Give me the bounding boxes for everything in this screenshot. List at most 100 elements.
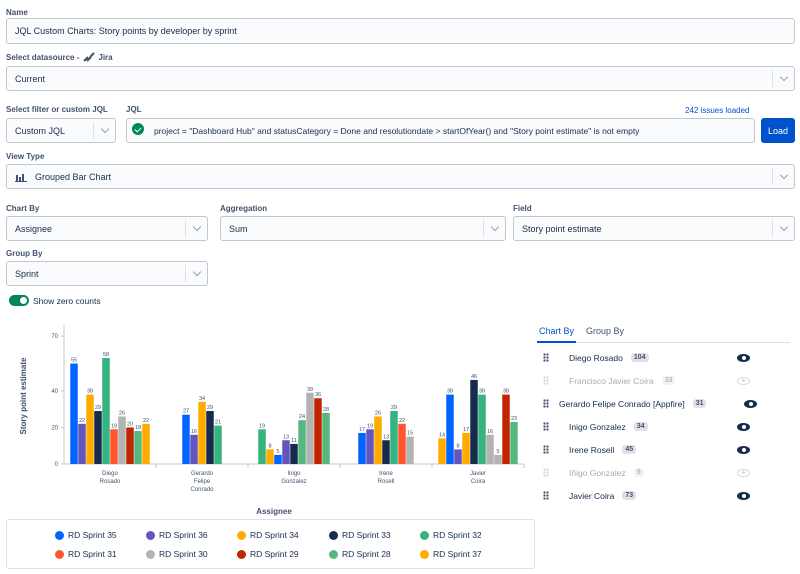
chartby-select[interactable]: Assignee [6, 216, 208, 241]
viewtype-label: View Type [6, 152, 45, 161]
aggregation-select[interactable]: Sum [220, 216, 506, 241]
assignee-row[interactable]: Inigo Gonzalez 34 [537, 415, 790, 438]
legend-item[interactable]: RD Sprint 28 [329, 549, 391, 559]
bar-value-label: 26 [119, 411, 125, 417]
viewtype-dropdown[interactable] [772, 168, 794, 185]
eye-icon[interactable] [737, 491, 750, 500]
x-tick-label: Rosell [378, 479, 395, 485]
y-axis-title: Story point estimate [19, 357, 28, 434]
legend-swatch [55, 549, 64, 559]
legend-swatch [55, 530, 64, 540]
y-tick-label: 20 [51, 425, 58, 431]
legend-item[interactable]: RD Sprint 31 [55, 549, 117, 559]
bar-value-label: 24 [299, 414, 305, 420]
bar [494, 454, 502, 464]
drag-handle-icon[interactable] [543, 445, 549, 454]
name-input[interactable]: JQL Custom Charts: Story points by devel… [6, 18, 795, 44]
assignee-row[interactable]: Diego Rosado 104 [537, 346, 790, 369]
bar-value-label: 29 [391, 405, 397, 411]
drag-handle-icon[interactable] [543, 353, 549, 362]
datasource-select[interactable]: Current [6, 66, 795, 91]
assignee-name: Irene Rosell [569, 444, 615, 455]
tab-chart-by[interactable]: Chart By [537, 326, 577, 343]
jql-input[interactable]: project = "Dashboard Hub" and statusCate… [126, 118, 755, 143]
eye-icon[interactable] [737, 445, 750, 454]
assignee-name: Gerardo Felipe Conrado [Appfire] [559, 398, 685, 409]
bar-value-label: 13 [283, 434, 289, 440]
legend-swatch [420, 530, 429, 540]
chart-legend: RD Sprint 35 RD Sprint 36 RD Sprint 34 RD S… [6, 519, 535, 569]
drag-handle-icon[interactable] [543, 468, 549, 477]
bar [306, 392, 314, 464]
assignee-count-badge: 33 [661, 376, 676, 385]
bar-value-label: 28 [323, 407, 329, 413]
x-tick-label: Rosado [100, 479, 121, 485]
assignee-count-badge: 9 [633, 468, 644, 477]
bar [314, 398, 322, 464]
filter-dropdown[interactable] [93, 122, 115, 139]
assignee-row[interactable]: Javier Coira 73 [537, 484, 790, 507]
eye-icon[interactable] [737, 422, 750, 431]
bar [390, 411, 398, 464]
eye-icon[interactable] [744, 399, 757, 408]
drag-handle-icon[interactable] [543, 376, 549, 385]
bar-value-label: 18 [135, 425, 141, 431]
assignee-row[interactable]: Gerardo Felipe Conrado [Appfire] 31 [537, 392, 790, 415]
legend-item[interactable]: RD Sprint 30 [146, 549, 208, 559]
drag-handle-icon[interactable] [543, 422, 549, 431]
chevron-down-icon [779, 72, 788, 82]
aggregation-dropdown[interactable] [483, 220, 505, 237]
assignee-count-badge: 34 [633, 422, 648, 431]
bar [398, 423, 406, 464]
assignee-row[interactable]: Iñigo Gonzalez 9 [537, 461, 790, 484]
assignee-row[interactable]: Irene Rosell 45 [537, 438, 790, 461]
jql-label: JQL [126, 105, 142, 114]
bar [478, 394, 486, 464]
legend-item[interactable]: RD Sprint 35 [55, 530, 117, 540]
eye-hidden-icon[interactable] [737, 468, 750, 477]
eye-icon[interactable] [737, 353, 750, 362]
field-select[interactable]: Story point estimate [513, 216, 795, 241]
x-tick-label: Gerardo [191, 471, 214, 477]
bar-value-label: 8 [456, 443, 459, 449]
field-dropdown[interactable] [772, 220, 794, 237]
legend-item[interactable]: RD Sprint 29 [237, 549, 299, 559]
eye-hidden-icon[interactable] [737, 376, 750, 385]
legend-item[interactable]: RD Sprint 36 [146, 530, 208, 540]
datasource-label: Select datasource - [6, 52, 80, 62]
x-tick-label: Gonzalez [281, 479, 306, 485]
field-label: Field [513, 204, 532, 213]
chartby-dropdown[interactable] [185, 220, 207, 237]
filter-value: Custom JQL [15, 125, 66, 136]
legend-item[interactable]: RD Sprint 34 [237, 530, 299, 540]
drag-handle-icon[interactable] [543, 399, 549, 408]
legend-item[interactable]: RD Sprint 32 [420, 530, 482, 540]
valid-check-icon [132, 123, 144, 135]
bar-value-label: 39 [307, 387, 313, 393]
groupby-dropdown[interactable] [185, 265, 207, 282]
chartby-value: Assignee [15, 223, 53, 234]
assignee-row[interactable]: Francisco Javier Coira 33 [537, 369, 790, 392]
legend-swatch [237, 549, 246, 559]
bar-chart-icon [15, 173, 27, 182]
tab-group-by[interactable]: Group By [586, 326, 625, 336]
name-value: JQL Custom Charts: Story points by devel… [15, 26, 237, 36]
legend-item[interactable]: RD Sprint 37 [420, 549, 482, 559]
filter-select[interactable]: Custom JQL [6, 118, 116, 143]
legend-label: RD Sprint 30 [159, 549, 208, 559]
bar-value-label: 16 [191, 429, 197, 435]
drag-handle-icon[interactable] [543, 491, 549, 500]
bar-value-label: 14 [439, 432, 445, 438]
bar [446, 394, 454, 464]
viewtype-select[interactable]: Grouped Bar Chart [6, 164, 795, 189]
legend-item[interactable]: RD Sprint 33 [329, 530, 391, 540]
bar-value-label: 11 [291, 438, 297, 444]
zero-counts-toggle[interactable] [9, 295, 29, 306]
groupby-select[interactable]: Sprint [6, 261, 208, 286]
y-tick-label: 0 [55, 462, 59, 468]
load-button[interactable]: Load [761, 118, 795, 143]
assignee-name: Inigo Gonzalez [569, 421, 626, 432]
bar [214, 425, 222, 464]
legend-label: RD Sprint 37 [433, 549, 482, 559]
datasource-dropdown[interactable] [772, 70, 794, 87]
